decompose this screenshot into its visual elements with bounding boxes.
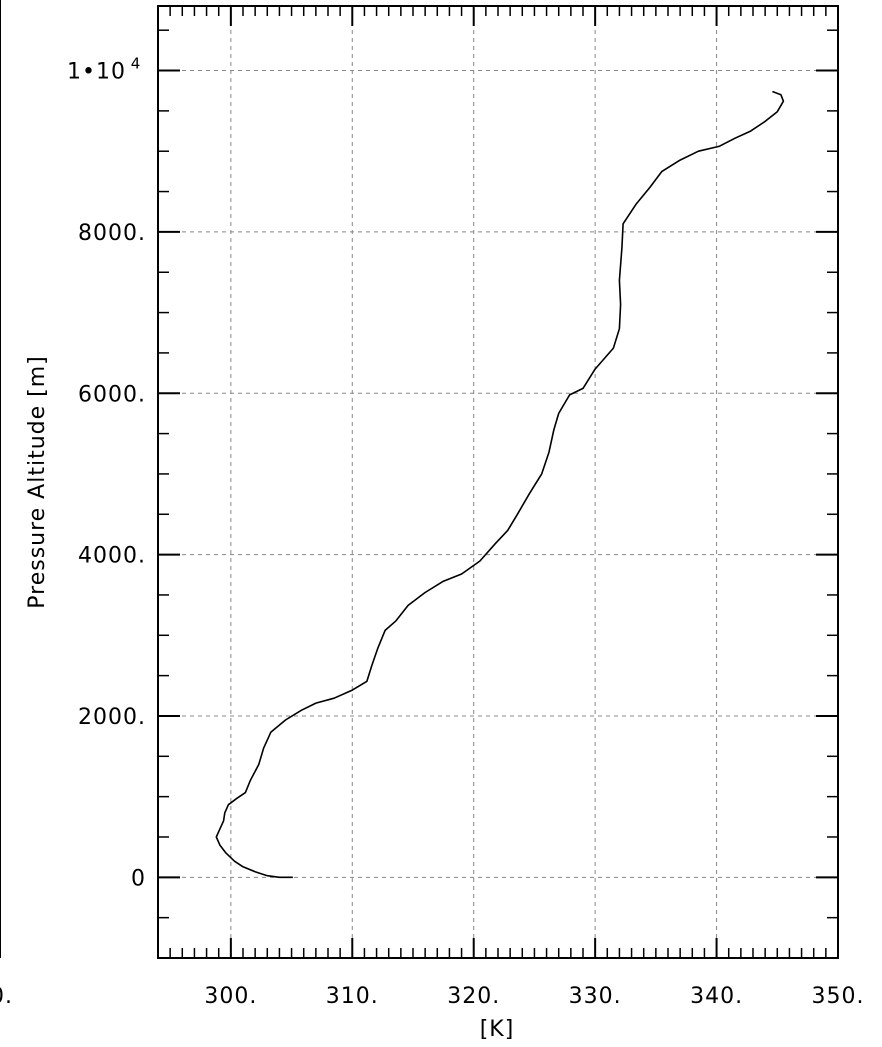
x-tick-label: 350. [812,984,865,1009]
y-tick-label: 6000. [78,382,146,407]
x-tick-label: 300. [204,984,257,1009]
plot-frame [157,5,839,959]
x-tick-label: 340. [690,984,743,1009]
y-tick-label: 0 [131,866,146,891]
left-edge-label: 0. [0,984,13,1009]
y-tick-label: 1•10 [67,60,126,85]
y-axis-title: Pressure Altitude [m] [25,355,50,609]
x-tick-label: 330. [569,984,622,1009]
y-tick-label: 4000. [78,544,146,569]
grid [158,6,838,958]
y-tick-label: 8000. [78,221,146,246]
y-tick-exponent: 4 [131,55,142,73]
x-axis-title: [K] [480,1017,515,1042]
minor-ticks [158,6,839,958]
x-tick-labels: 300. 310. 320. 330. 340. 350. [204,984,865,1009]
series-line [215,90,785,879]
x-tick-label: 310. [326,984,379,1009]
y-tick-label: 2000. [78,705,146,730]
y-tick-labels: 0 2000. 4000. 6000. 8000. 1•10 4 [67,55,146,892]
series-layer [215,90,785,879]
x-tick-label: 320. [447,984,500,1009]
